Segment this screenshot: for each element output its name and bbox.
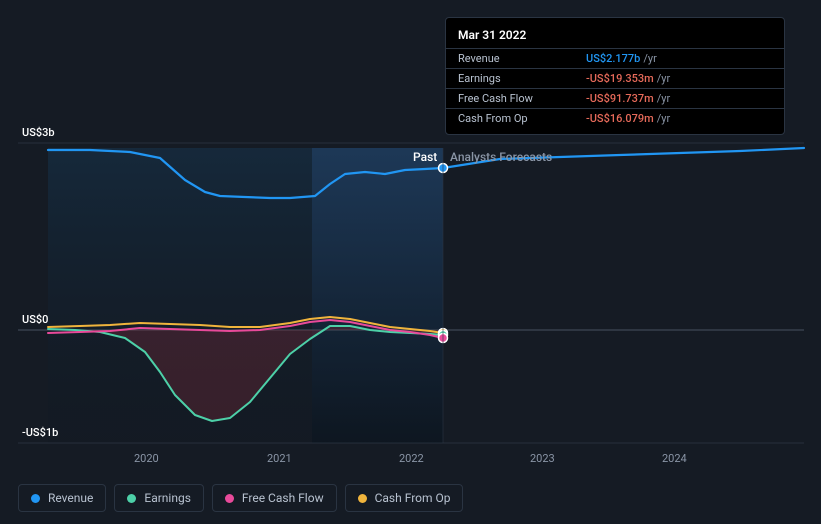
- x-tick-2020: 2020: [134, 452, 159, 465]
- y-tick-neg1b: -US$1b: [22, 426, 58, 439]
- tooltip-unit: /yr: [643, 52, 656, 65]
- past-label: Past: [413, 150, 437, 164]
- tooltip-row-cfo: Cash From Op -US$16.079m /yr: [446, 108, 784, 128]
- tooltip-row-earnings: Earnings -US$19.353m /yr: [446, 68, 784, 88]
- legend-dot: [225, 494, 234, 503]
- forecast-label: Analysts Forecasts: [450, 150, 552, 164]
- tooltip-unit: /yr: [657, 72, 670, 85]
- legend: Revenue Earnings Free Cash Flow Cash Fro…: [18, 484, 463, 512]
- legend-dot: [127, 494, 136, 503]
- y-tick-3b: US$3b: [22, 126, 55, 139]
- tooltip-row-revenue: Revenue US$2.177b /yr: [446, 48, 784, 68]
- tooltip-unit: /yr: [657, 92, 670, 105]
- tooltip-label: Revenue: [458, 52, 586, 65]
- legend-cfo[interactable]: Cash From Op: [345, 484, 464, 512]
- legend-label: Earnings: [144, 491, 191, 505]
- legend-fcf[interactable]: Free Cash Flow: [212, 484, 337, 512]
- legend-label: Free Cash Flow: [242, 491, 324, 505]
- tooltip-value: -US$19.353m: [586, 72, 654, 85]
- legend-dot: [31, 494, 40, 503]
- tooltip-title: Mar 31 2022: [446, 24, 784, 48]
- tooltip-unit: /yr: [657, 112, 670, 125]
- x-tick-2022: 2022: [399, 452, 424, 465]
- legend-dot: [358, 494, 367, 503]
- tooltip-label: Cash From Op: [458, 112, 586, 125]
- tooltip-row-fcf: Free Cash Flow -US$91.737m /yr: [446, 88, 784, 108]
- y-tick-0: US$0: [22, 313, 48, 326]
- tooltip-value: -US$16.079m: [586, 112, 654, 125]
- tooltip-label: Free Cash Flow: [458, 92, 586, 105]
- x-tick-2023: 2023: [530, 452, 555, 465]
- legend-earnings[interactable]: Earnings: [114, 484, 204, 512]
- tooltip: Mar 31 2022 Revenue US$2.177b /yr Earnin…: [445, 17, 785, 135]
- legend-label: Cash From Op: [375, 491, 451, 505]
- tooltip-value: -US$91.737m: [586, 92, 654, 105]
- x-tick-2021: 2021: [267, 452, 292, 465]
- tooltip-label: Earnings: [458, 72, 586, 85]
- legend-label: Revenue: [48, 491, 93, 505]
- legend-revenue[interactable]: Revenue: [18, 484, 106, 512]
- x-tick-2024: 2024: [662, 452, 687, 465]
- tooltip-value: US$2.177b: [586, 52, 640, 65]
